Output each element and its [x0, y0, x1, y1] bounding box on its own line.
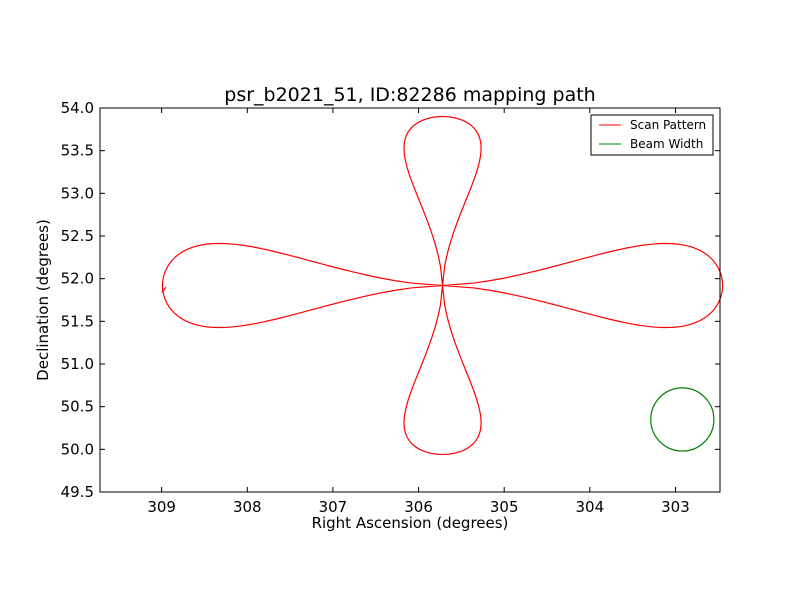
y-axis-label: Declination (degrees): [34, 219, 52, 381]
plot-frame: [99, 107, 721, 493]
scan-pattern-lobe-east: [161, 242, 443, 329]
y-tick-label: 52.0: [61, 270, 94, 288]
legend-label-scan-pattern: Scan Pattern: [630, 118, 706, 132]
scan-pattern-lobe-west: [442, 242, 724, 329]
x-tick-label: 306: [404, 498, 433, 516]
scan-pattern-start: [161, 286, 167, 293]
scan-pattern-lobe-north: [403, 115, 482, 286]
axis-ticks: 309 308 307 306 305 304 303 49.5 50.0 50.5 51.0 51.…: [61, 99, 720, 516]
y-tick-label: 53.0: [61, 184, 94, 202]
y-tick-label: 52.5: [61, 227, 94, 245]
chart-title: psr_b2021_51, ID:82286 mapping path: [224, 84, 595, 106]
x-axis-label: Right Ascension (degrees): [312, 514, 509, 532]
y-tick-label: 50.5: [61, 398, 94, 416]
scan-pattern-lobe-south: [403, 285, 482, 456]
x-tick-label: 307: [319, 498, 348, 516]
y-tick-label: 51.0: [61, 355, 94, 373]
x-tick-label: 304: [576, 498, 605, 516]
x-tick-label: 308: [233, 498, 262, 516]
x-tick-label: 309: [147, 498, 176, 516]
y-tick-label: 49.5: [61, 483, 94, 501]
series-layer: [161, 115, 724, 456]
y-tick-label: 53.5: [61, 142, 94, 160]
y-tick-label: 54.0: [61, 99, 94, 117]
legend-box: [590, 114, 714, 156]
beam-width-circle: [650, 387, 715, 452]
y-tick-label: 51.5: [61, 312, 94, 330]
legend-label-beam-width: Beam Width: [630, 137, 703, 151]
legend: Scan Pattern Beam Width: [590, 114, 714, 156]
x-tick-label: 303: [661, 498, 690, 516]
y-tick-label: 50.0: [61, 440, 94, 458]
x-tick-label: 305: [490, 498, 519, 516]
